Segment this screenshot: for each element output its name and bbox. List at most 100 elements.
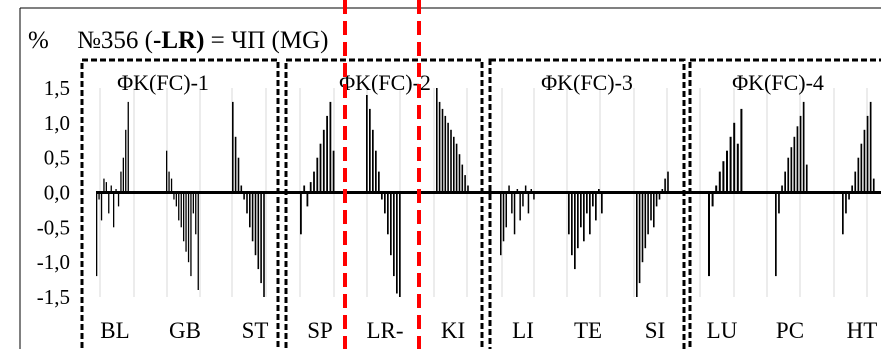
bar-pc-7 — [796, 126, 799, 193]
bar-pc-5 — [790, 147, 793, 193]
bar-pc-3 — [784, 171, 786, 193]
bar-ht-2 — [848, 192, 850, 200]
bar-si-7 — [655, 192, 658, 207]
title-unit: % — [28, 27, 49, 54]
chart-title: % №356 (-LR) = ЧП (MG) — [28, 27, 329, 54]
bar-te-8 — [592, 192, 594, 207]
bar-lr-6 — [384, 192, 386, 214]
bar-ht-3 — [851, 185, 853, 193]
group-box-4 — [688, 58, 881, 354]
bar-st-1 — [234, 136, 237, 193]
bar-bl-13 — [127, 101, 129, 193]
bar-ki-6 — [453, 136, 455, 193]
bar-ki-9 — [461, 164, 464, 193]
bar-lu-3 — [718, 171, 721, 193]
bar-li-12 — [533, 192, 535, 200]
x-category-label: TE — [574, 318, 602, 343]
bar-lu-8 — [736, 143, 739, 193]
group-box-3 — [488, 58, 686, 354]
x-category-label: SP — [307, 318, 333, 343]
bar-st-3 — [240, 185, 243, 193]
y-tick-label: 1,0 — [44, 111, 70, 135]
bar-li-10 — [527, 192, 530, 214]
bar-te-3 — [577, 192, 579, 249]
bar-pc-10 — [805, 164, 808, 193]
bar-gb-11 — [192, 192, 194, 214]
bar-sp-8 — [326, 115, 328, 193]
x-category-label: LU — [707, 318, 738, 343]
bar-sp-3 — [309, 182, 312, 193]
y-tick-label: -1,5 — [37, 285, 70, 309]
bar-ht-1 — [845, 192, 847, 214]
x-category-label: HT — [847, 318, 878, 343]
bar-sp-0 — [300, 192, 302, 235]
bar-lr-7 — [387, 192, 389, 235]
bar-li-0 — [500, 192, 502, 256]
bar-gb-13 — [197, 192, 199, 290]
bar-li-11 — [530, 189, 532, 193]
bar-bl-12 — [125, 129, 127, 193]
bar-si-2 — [641, 192, 644, 263]
bar-te-4 — [580, 192, 582, 228]
bar-st-11 — [263, 192, 265, 297]
bar-st-10 — [260, 192, 262, 284]
bar-ht-8 — [866, 115, 869, 193]
bar-lr-10 — [396, 192, 398, 294]
bar-si-8 — [658, 192, 661, 200]
bar-ki-5 — [450, 129, 452, 193]
bar-ki-4 — [447, 122, 449, 193]
bar-bl-5 — [108, 192, 110, 214]
x-category-labels: BL GB ST SP LR- KI LI TE SI LU PC HT — [100, 318, 877, 343]
bar-te-6 — [586, 192, 588, 214]
bar-ht-6 — [860, 143, 863, 193]
bar-pc-1 — [778, 192, 780, 214]
group-label-1: ΦK(FC)-1 — [117, 70, 209, 95]
bar-bl-8 — [115, 189, 117, 193]
bar-lu-9 — [740, 108, 743, 193]
bar-pc-6 — [793, 136, 796, 193]
bar-lr-8 — [390, 192, 392, 256]
bar-gb-0 — [166, 150, 168, 193]
bar-lu-5 — [726, 150, 728, 193]
bar-ki-10 — [464, 175, 466, 193]
bar-te-5 — [583, 192, 585, 242]
group-boxes: ΦK(FC)-1 ΦK(FC)-2 ΦK(FC)-3 ΦK(FC)-4 — [80, 58, 881, 354]
bar-te-10 — [598, 189, 600, 193]
bar-li-1 — [502, 192, 505, 242]
y-tick-label: 0,5 — [44, 146, 70, 170]
bar-sp-9 — [329, 101, 332, 193]
group-box-2 — [284, 58, 484, 354]
bar-sp-5 — [316, 157, 319, 193]
bar-st-9 — [257, 192, 260, 270]
bar-gb-10 — [190, 192, 192, 277]
bar-li-2 — [505, 192, 507, 228]
bar-bl-3 — [103, 178, 105, 193]
x-category-label: LI — [512, 318, 534, 343]
bar-bl-7 — [113, 192, 115, 228]
x-category-label: PC — [776, 318, 804, 343]
bar-lu-4 — [722, 161, 725, 193]
bar-si-6 — [653, 192, 655, 228]
bar-pc-0 — [775, 192, 777, 277]
bar-st-7 — [251, 192, 254, 242]
bar-ht-9 — [869, 101, 872, 193]
bar-si-3 — [644, 192, 647, 249]
bars — [96, 88, 875, 297]
bar-si-11 — [667, 171, 669, 193]
bar-gb-1 — [168, 171, 170, 193]
group-box-1 — [80, 58, 280, 354]
bar-bl-11 — [122, 157, 124, 193]
bar-ht-0 — [842, 192, 844, 235]
bar-te-11 — [601, 192, 603, 214]
x-category-label: LR- — [366, 318, 403, 343]
bar-st-6 — [249, 192, 251, 228]
bar-te-2 — [574, 192, 576, 270]
bar-li-7 — [519, 192, 521, 221]
bar-lu-6 — [729, 136, 732, 193]
bar-si-4 — [647, 192, 649, 235]
group-label-2: ΦK(FC)-2 — [339, 70, 431, 95]
bar-lu-1 — [711, 192, 714, 207]
bar-lr-4 — [378, 171, 380, 193]
bar-si-9 — [661, 189, 664, 193]
bar-li-3 — [508, 185, 510, 193]
